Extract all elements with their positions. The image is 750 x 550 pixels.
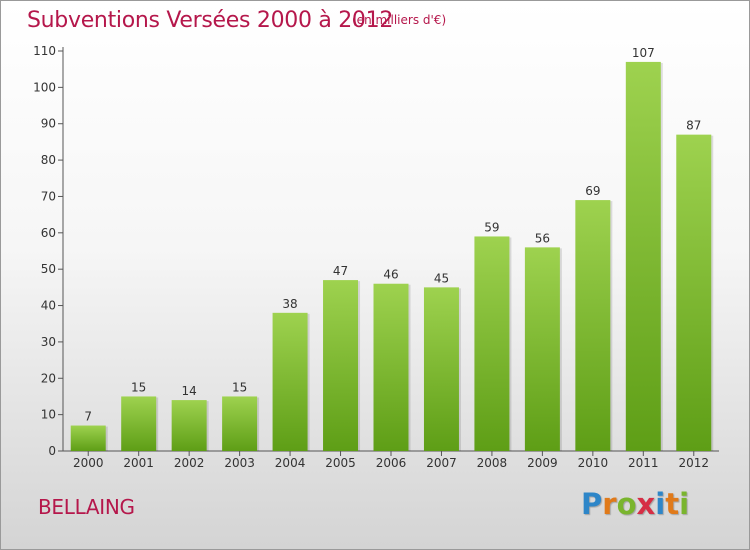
- bar: [323, 280, 359, 451]
- bar: [625, 61, 661, 452]
- x-tick-label: 2006: [376, 456, 407, 470]
- proxiti-logo[interactable]: Proxiti: [581, 487, 689, 521]
- x-tick-label: 2001: [123, 456, 154, 470]
- y-tick-label: 10: [41, 408, 56, 422]
- bar: [676, 134, 712, 452]
- y-tick-label: 50: [41, 262, 56, 276]
- y-tick-label: 70: [41, 189, 56, 203]
- x-tick-label: 2007: [426, 456, 457, 470]
- bar-value-label: 14: [182, 384, 197, 398]
- bar: [70, 425, 106, 451]
- bar: [423, 287, 459, 451]
- bar-value-label: 69: [585, 184, 600, 198]
- bar-value-label: 59: [484, 220, 499, 234]
- y-tick-label: 100: [33, 80, 56, 94]
- x-tick-label: 2004: [275, 456, 306, 470]
- logo-letter: i: [679, 487, 690, 521]
- logo-letter: x: [636, 487, 656, 521]
- bar: [171, 400, 207, 451]
- x-tick-label: 2010: [578, 456, 609, 470]
- x-tick-label: 2009: [527, 456, 558, 470]
- logo-letter: o: [616, 487, 637, 521]
- bar-value-label: 7: [84, 410, 92, 424]
- bar-value-label: 15: [232, 380, 247, 394]
- bar: [373, 283, 409, 451]
- bar-value-label: 38: [282, 297, 297, 311]
- x-tick-label: 2002: [174, 456, 205, 470]
- y-tick-label: 60: [41, 226, 56, 240]
- bar-value-label: 47: [333, 264, 348, 278]
- logo-letter: P: [581, 487, 603, 521]
- bar-value-label: 56: [535, 231, 550, 245]
- y-tick-label: 20: [41, 371, 56, 385]
- bar-value-label: 45: [434, 271, 449, 285]
- y-tick-label: 90: [41, 117, 56, 131]
- y-tick-label: 0: [48, 444, 56, 458]
- bar: [272, 312, 308, 451]
- logo-letter: r: [602, 487, 617, 521]
- logo-letter: i: [655, 487, 666, 521]
- chart-unit: (en milliers d'€): [352, 13, 447, 27]
- x-tick-label: 2008: [477, 456, 508, 470]
- x-tick-label: 2000: [73, 456, 104, 470]
- x-tick-label: 2012: [678, 456, 709, 470]
- bar: [474, 236, 510, 451]
- y-tick-label: 80: [41, 153, 56, 167]
- bar: [524, 247, 560, 451]
- bar-value-label: 15: [131, 380, 146, 394]
- bar: [121, 396, 157, 451]
- y-tick-label: 110: [33, 44, 56, 58]
- chart-title: Subventions Versées 2000 à 2012: [27, 8, 394, 33]
- logo-letter: t: [665, 487, 680, 521]
- bar-value-label: 87: [686, 119, 701, 133]
- x-tick-label: 2005: [325, 456, 356, 470]
- x-tick-label: 2011: [628, 456, 659, 470]
- bar: [575, 200, 611, 451]
- y-tick-label: 30: [41, 335, 56, 349]
- commune-name: BELLAING: [38, 495, 135, 519]
- bar-value-label: 46: [383, 268, 398, 282]
- x-tick-label: 2003: [224, 456, 255, 470]
- y-tick-label: 40: [41, 299, 56, 313]
- bar-value-label: 107: [632, 46, 655, 60]
- bar: [222, 396, 258, 451]
